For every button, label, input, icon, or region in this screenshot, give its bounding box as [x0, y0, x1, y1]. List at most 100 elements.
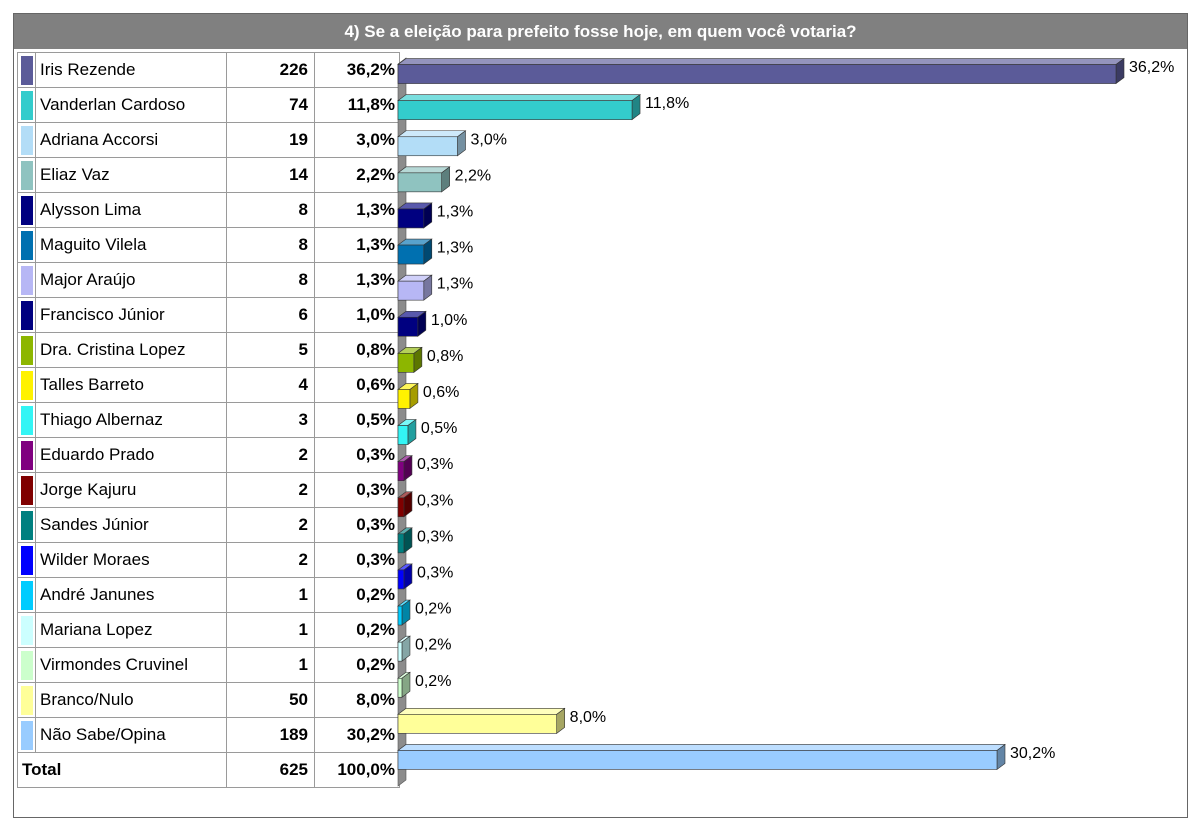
table-row: Não Sabe/Opina 189 30,2%	[17, 717, 400, 753]
bar	[397, 389, 411, 409]
bar-chart: 36,2% 11,8% 3,0% 2,2% 1,3% 1,3% 1,3% 1,0% 0,8% 0,…	[397, 57, 1174, 787]
data-label: 1,3%	[437, 276, 473, 293]
data-label: 0,2%	[415, 673, 451, 690]
color-swatch	[17, 227, 36, 263]
bar	[397, 64, 1117, 84]
legend-swatch	[21, 55, 33, 85]
bar	[397, 497, 405, 518]
data-label: 11,8%	[645, 95, 689, 112]
results-table: Iris Rezende 226 36,2% Vanderlan Cardoso 74 1…	[17, 52, 400, 788]
table-row: Adriana Accorsi 19 3,0%	[17, 122, 400, 158]
table-row: Eduardo Prado 2 0,3%	[17, 437, 400, 473]
data-label: 0,5%	[421, 420, 457, 437]
results-table-body: Iris Rezende 226 36,2% Vanderlan Cardoso 74 1…	[17, 52, 400, 788]
data-label: 0,2%	[415, 601, 451, 618]
legend-swatch	[21, 335, 33, 365]
vote-count: 3	[226, 402, 315, 438]
legend-swatch	[21, 440, 33, 470]
vote-count: 2	[226, 507, 315, 543]
table-row: Iris Rezende 226 36,2%	[17, 52, 400, 88]
data-label: 0,3%	[417, 492, 453, 509]
vote-count: 5	[226, 332, 315, 368]
bar	[397, 244, 425, 265]
vote-percent: 0,3%	[314, 542, 400, 578]
bar	[397, 750, 998, 770]
legend-swatch	[21, 300, 33, 330]
vote-percent: 0,2%	[314, 647, 400, 683]
bar	[397, 280, 425, 301]
candidate-name: André Janunes	[35, 577, 227, 613]
color-swatch	[17, 612, 36, 648]
candidate-name: Thiago Albernaz	[35, 402, 227, 438]
legend-swatch	[21, 265, 33, 295]
table-row: Jorge Kajuru 2 0,3%	[17, 472, 400, 508]
bar	[397, 461, 405, 481]
vote-percent: 0,8%	[314, 332, 400, 368]
vote-count: 226	[226, 52, 315, 88]
bar	[397, 136, 458, 157]
color-swatch	[17, 717, 36, 753]
legend-swatch	[21, 685, 33, 715]
legend-swatch	[21, 370, 33, 400]
bar	[397, 425, 409, 445]
vote-percent: 1,0%	[314, 297, 400, 333]
bar	[397, 533, 405, 554]
legend-swatch	[21, 650, 33, 680]
vote-percent: 0,2%	[314, 577, 400, 613]
total-row: Total 625 100,0%	[17, 752, 400, 788]
vote-percent: 30,2%	[314, 717, 400, 753]
candidate-name: Francisco Júnior	[35, 297, 227, 333]
table-row: Major Araújo 8 1,3%	[17, 262, 400, 298]
color-swatch	[17, 332, 36, 368]
total-percent: 100,0%	[314, 752, 400, 788]
bar-top	[397, 94, 641, 101]
candidate-name: Maguito Vilela	[35, 227, 227, 263]
data-label: 3,0%	[471, 131, 507, 148]
bar	[397, 208, 425, 229]
data-label: 0,8%	[427, 348, 463, 365]
data-label: 8,0%	[570, 709, 606, 726]
bar	[397, 714, 557, 734]
candidate-name: Sandes Júnior	[35, 507, 227, 543]
color-swatch	[17, 87, 36, 123]
bar	[397, 605, 403, 626]
data-label: 0,3%	[417, 564, 453, 581]
color-swatch	[17, 192, 36, 228]
color-swatch	[17, 122, 36, 158]
table-row: Sandes Júnior 2 0,3%	[17, 507, 400, 543]
bar-top	[397, 744, 1006, 751]
legend-swatch	[21, 230, 33, 260]
legend-swatch	[21, 720, 33, 750]
table-row: Alysson Lima 8 1,3%	[17, 192, 400, 228]
bar	[397, 100, 633, 120]
vote-percent: 0,3%	[314, 437, 400, 473]
color-swatch	[17, 297, 36, 333]
vote-count: 2	[226, 542, 315, 578]
vote-count: 1	[226, 647, 315, 683]
candidate-name: Wilder Moraes	[35, 542, 227, 578]
legend-swatch	[21, 160, 33, 190]
vote-percent: 1,3%	[314, 227, 400, 263]
color-swatch	[17, 472, 36, 508]
legend-swatch	[21, 405, 33, 435]
bar	[397, 569, 405, 590]
legend-swatch	[21, 475, 33, 505]
candidate-name: Não Sabe/Opina	[35, 717, 227, 753]
vote-percent: 11,8%	[314, 87, 400, 123]
bar-top	[397, 166, 451, 174]
table-row: Mariana Lopez 1 0,2%	[17, 612, 400, 648]
data-label: 1,0%	[431, 312, 467, 329]
bar	[397, 316, 419, 337]
candidate-name: Virmondes Cruvinel	[35, 647, 227, 683]
bar-top	[397, 58, 1125, 65]
vote-percent: 1,3%	[314, 262, 400, 298]
data-label: 1,3%	[437, 203, 473, 220]
color-swatch	[17, 682, 36, 718]
candidate-name: Iris Rezende	[35, 52, 227, 88]
color-swatch	[17, 262, 36, 298]
candidate-name: Adriana Accorsi	[35, 122, 227, 158]
vote-percent: 0,5%	[314, 402, 400, 438]
data-label: 1,3%	[437, 240, 473, 257]
data-label: 0,2%	[415, 637, 451, 654]
table-row: Vanderlan Cardoso 74 11,8%	[17, 87, 400, 123]
